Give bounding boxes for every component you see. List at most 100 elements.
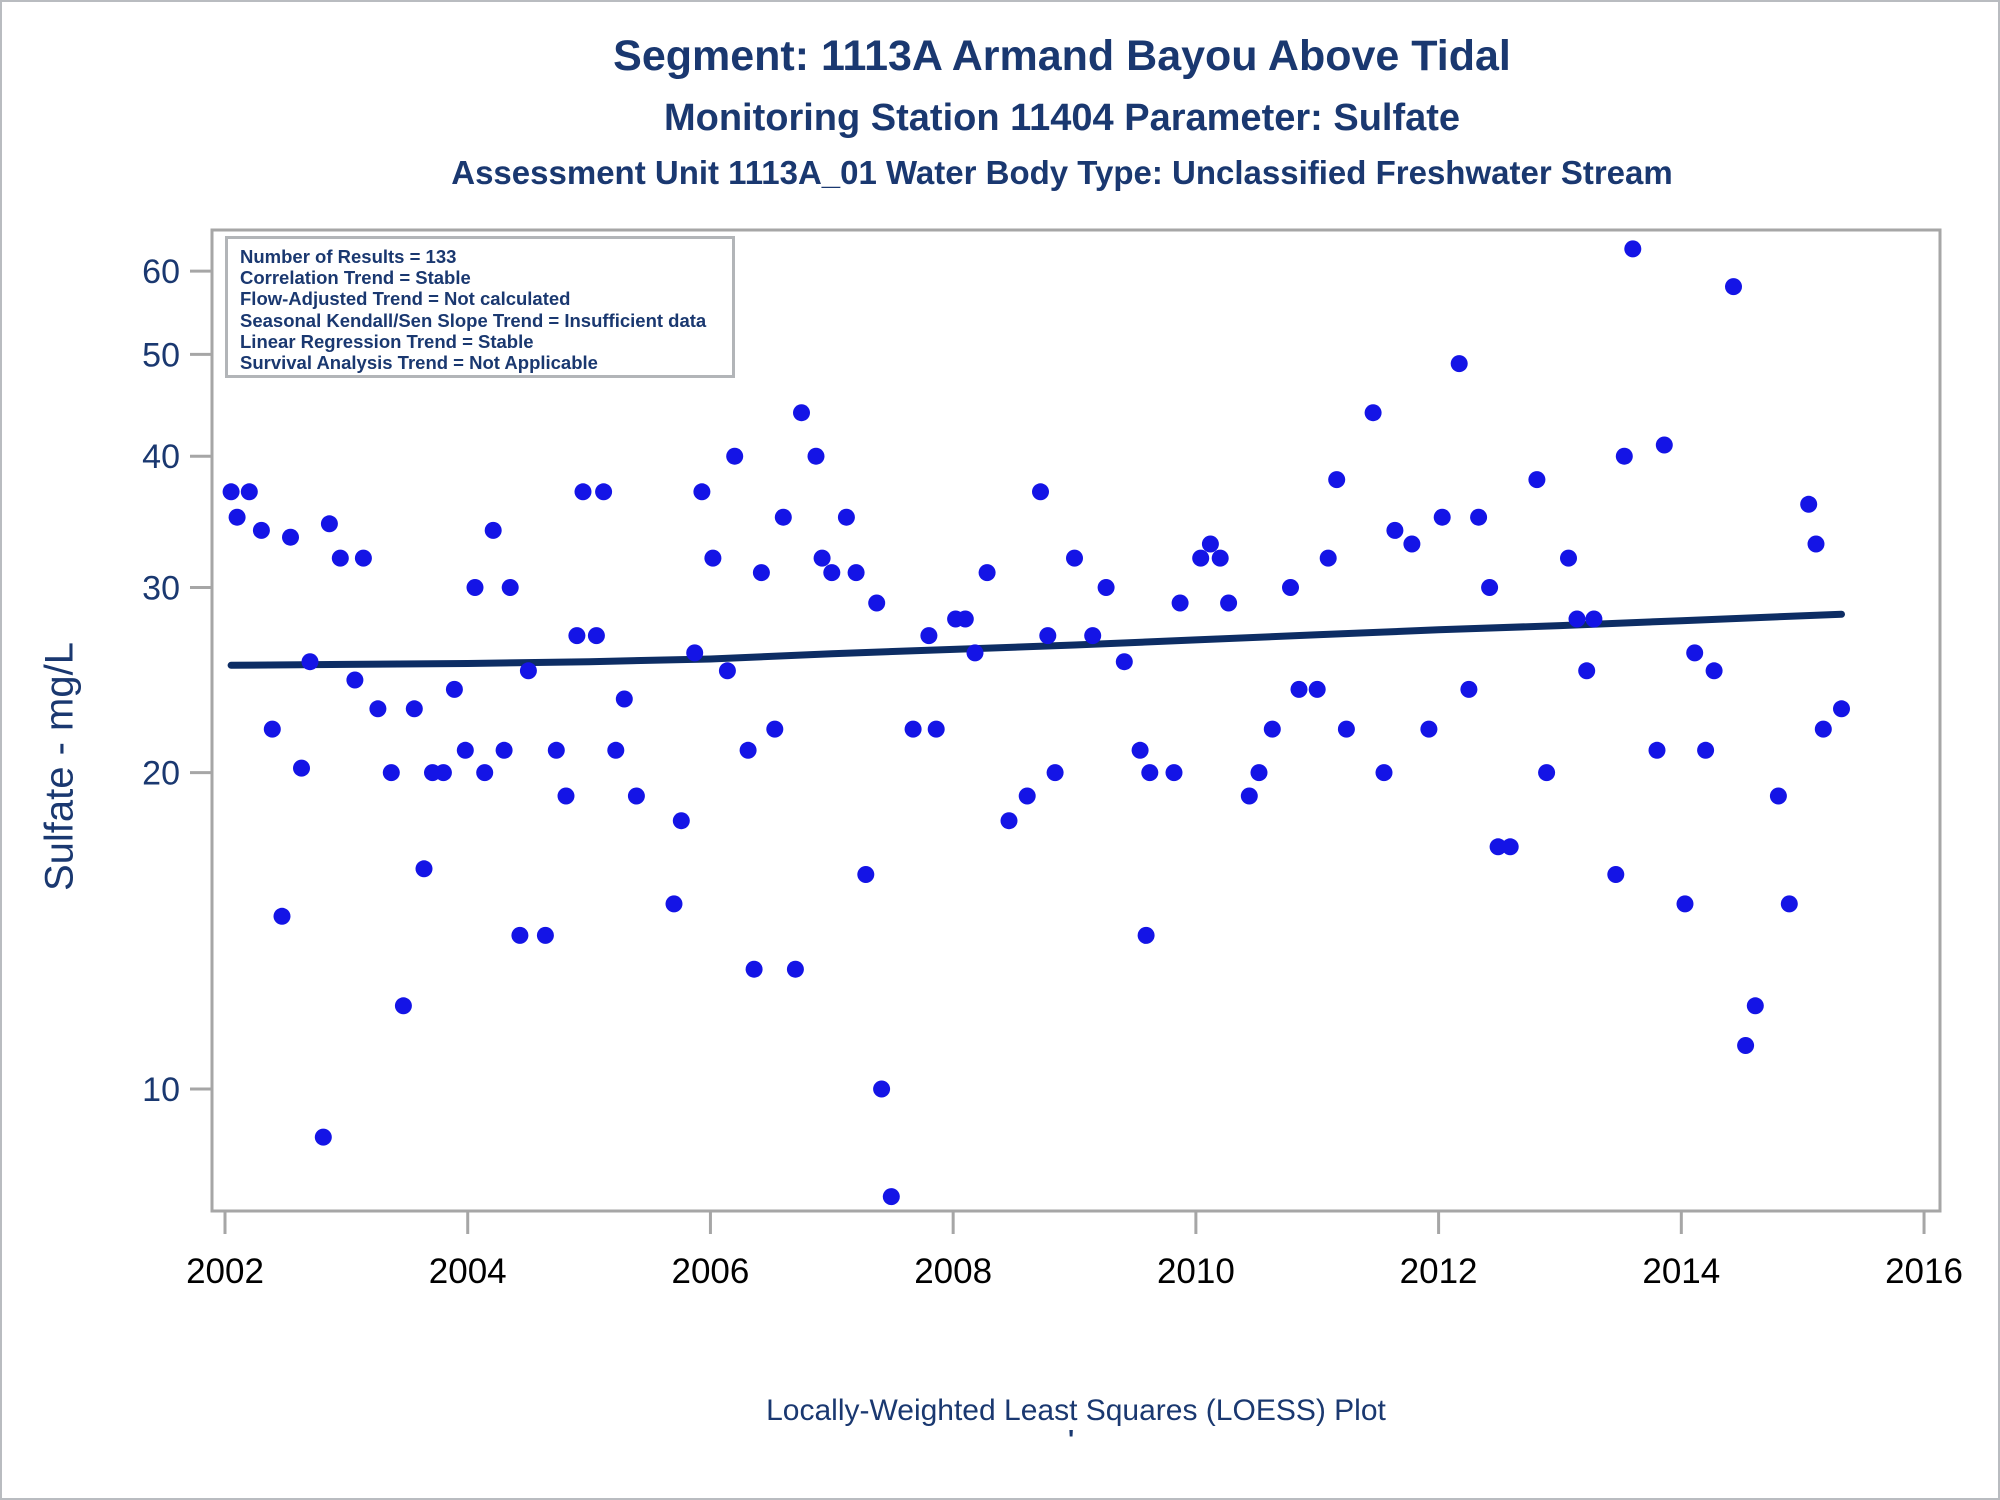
data-point [228,508,246,526]
data-point [1308,680,1326,698]
data-point [1585,610,1603,628]
data-point [314,1128,332,1146]
data-point [1290,680,1308,698]
data-point [904,720,922,738]
data-point [1137,926,1155,944]
data-point [574,483,592,501]
data-point [1648,741,1666,759]
data-point [1000,812,1018,830]
data-point [466,579,484,596]
data-point [1084,627,1102,645]
data-point [587,627,605,645]
trend-summary-box: Number of Results = 133 Correlation Tren… [225,236,735,378]
data-point [252,521,270,539]
caption-tick-mark: ' [1068,1424,1075,1454]
y-tick-label: 10 [142,1071,180,1109]
data-point [1489,838,1507,856]
data-point [1676,895,1694,913]
data-point [557,787,575,805]
data-point [847,564,865,582]
data-point [1560,549,1577,567]
data-point [1240,787,1258,805]
data-point [966,644,984,662]
data-point [823,564,841,582]
data-point [1725,278,1742,296]
data-point [1697,741,1715,759]
data-point [354,549,372,567]
data-point [1375,764,1393,782]
data-point [1328,471,1346,489]
data-point [1192,549,1210,567]
info-line-flow-adjusted-trend: Flow-Adjusted Trend = Not calculated [240,288,571,310]
data-point [693,483,711,501]
data-point [1403,535,1421,553]
caption-loess: Locally-Weighted Least Squares (LOESS) P… [766,1394,1386,1427]
x-tick-label: 2012 [1400,1252,1478,1291]
data-point [1833,700,1850,718]
data-point [547,741,565,759]
data-point [1607,866,1625,883]
data-point [320,515,338,533]
data-point [1039,627,1057,645]
info-line-seasonal-kendall-trend: Seasonal Kendall/Sen Slope Trend = Insuf… [240,309,707,331]
data-point [1131,741,1149,759]
data-point [301,653,319,671]
info-line-correlation-trend: Correlation Trend = Stable [240,267,471,289]
page-title: Segment: 1113A Armand Bayou Above Tidal [613,32,1511,80]
data-point [1211,549,1229,567]
x-tick-label: 2016 [1885,1252,1963,1291]
data-point [1220,594,1238,612]
data-point [1528,471,1546,489]
data-point [837,508,855,526]
data-point [956,610,974,628]
data-point [1814,720,1832,738]
data-point [282,528,299,546]
data-point [665,895,683,913]
x-tick-label: 2002 [186,1252,264,1291]
data-point [704,549,722,567]
data-point [222,483,240,501]
data-point [607,741,625,759]
data-point [456,741,474,759]
data-point [978,564,996,582]
data-point [1460,680,1478,698]
data-point [1655,436,1673,454]
data-point [1746,997,1764,1015]
data-point [1165,764,1183,782]
data-point [627,787,645,805]
data-point [774,508,792,526]
data-point [1032,483,1049,501]
data-point [786,960,804,978]
data-point [766,720,784,738]
data-point [501,579,519,596]
data-point [857,866,875,883]
data-point [1737,1037,1755,1054]
x-tick-label: 2006 [672,1252,750,1291]
data-point [293,759,310,777]
data-point [1615,447,1633,465]
info-line-linear-regression-trend: Linear Regression Trend = Stable [240,330,534,352]
data-point [434,764,452,782]
data-point [1624,240,1642,258]
info-line-survival-analysis-trend: Survival Analysis Trend = Not Applicable [240,352,598,374]
y-tick-label: 40 [142,438,180,476]
data-point [1097,579,1115,596]
data-point [484,521,502,539]
y-tick-label: 30 [142,570,180,608]
data-point [1337,720,1355,738]
data-point [1018,787,1036,805]
data-point [752,564,770,582]
data-point [346,671,364,689]
data-point [1481,579,1499,596]
data-point [1578,662,1596,680]
x-tick-label: 2008 [914,1252,992,1291]
plot-frame [210,228,1942,1213]
data-point [394,997,412,1015]
data-point [595,483,613,501]
data-point [1319,549,1337,567]
data-point [718,662,736,680]
loess-trend-line [227,610,1845,669]
data-point [1115,653,1133,671]
data-point [1450,355,1468,373]
